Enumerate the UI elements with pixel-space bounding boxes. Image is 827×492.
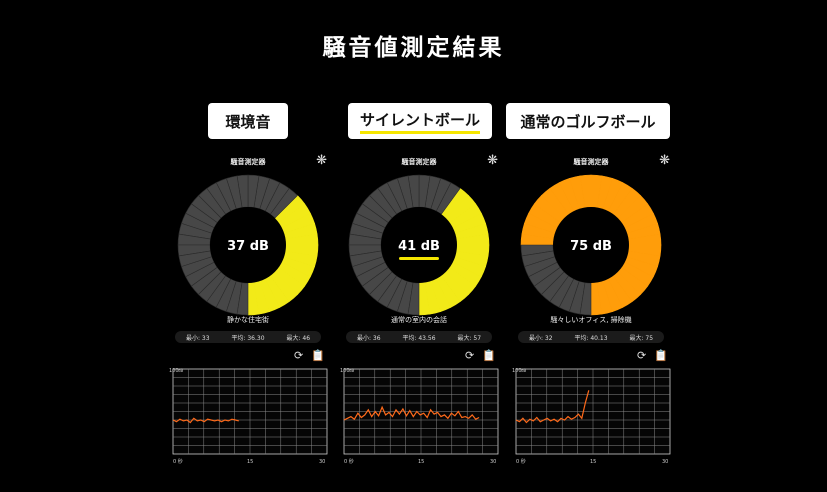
meter-panel-golf-ball: 通常のゴルフボール 騒音測定器 ❋ 75 dB 騒々しいオフィス, 掃除機 最小… (506, 0, 672, 492)
db-reading: 41 dB (398, 239, 440, 254)
db-reading: 37 dB (227, 239, 269, 254)
x-label-15: 15 (418, 459, 424, 464)
stat-avg: 平均: 36.30 (231, 334, 265, 342)
meter-title: 騒音測定器 (230, 158, 266, 166)
x-label-15: 15 (247, 459, 253, 464)
stat-avg: 平均: 43.56 (402, 334, 436, 342)
stats-bar: 最小: 32 平均: 40.13 最大: 75 (518, 331, 664, 343)
stats-bar: 最小: 36 平均: 43.56 最大: 57 (346, 331, 492, 343)
stat-max: 最大: 46 (286, 334, 311, 342)
refresh-icon[interactable]: ⟳ (637, 349, 647, 362)
y-top-label: 100 (340, 368, 350, 374)
stat-max: 最大: 75 (629, 334, 654, 342)
y-unit-label: dB (178, 368, 184, 373)
x-label-0: 0 秒 (516, 458, 526, 464)
x-label-30: 30 (319, 459, 325, 464)
gear-icon[interactable]: ❋ (487, 153, 498, 168)
gear-icon[interactable]: ❋ (316, 153, 327, 168)
noise-description: 騒々しいオフィス, 掃除機 (550, 316, 632, 324)
sound-meter-dial: 75 dB (520, 174, 662, 316)
db-trace-line (343, 405, 480, 421)
stat-avg: 平均: 40.13 (574, 334, 608, 342)
y-top-label: 100 (512, 368, 522, 374)
stat-min: 最小: 32 (528, 334, 553, 342)
label-golf-ball: 通常のゴルフボール (506, 103, 670, 139)
y-top-label: 100 (169, 368, 179, 374)
refresh-icon[interactable]: ⟳ (294, 349, 304, 362)
noise-description: 通常の室内の会話 (391, 316, 447, 324)
dial-center (210, 207, 286, 283)
x-label-0: 0 秒 (173, 458, 183, 464)
meter-title: 騒音測定器 (401, 158, 437, 166)
meter-title: 騒音測定器 (573, 158, 609, 166)
stat-min: 最小: 36 (356, 334, 381, 342)
meter-panel-silent-ball: サイレントボール 騒音測定器 ❋ 41 dB 通常の室内の会話 最小: 36 平… (338, 0, 500, 492)
x-label-30: 30 (490, 459, 496, 464)
y-unit-label: dB (521, 368, 527, 373)
label-ambient: 環境音 (208, 103, 288, 139)
db-history-graph: 100 dB 0 秒 15 30 (169, 368, 328, 464)
sound-meter-dial: 41 dB (348, 174, 490, 316)
clipboard-icon[interactable]: 📋 (654, 349, 668, 362)
db-highlight-underline (399, 257, 439, 260)
dial-center (381, 207, 457, 283)
x-label-0: 0 秒 (344, 458, 354, 464)
label-golf-ball-text: 通常のゴルフボール (520, 112, 656, 131)
x-label-15: 15 (590, 459, 596, 464)
db-trace-line (515, 390, 590, 424)
stat-min: 最小: 33 (185, 334, 210, 342)
label-silent-ball-text: サイレントボール (359, 109, 480, 134)
stats-bar: 最小: 33 平均: 36.30 最大: 46 (175, 331, 321, 343)
refresh-icon[interactable]: ⟳ (465, 349, 475, 362)
label-silent-ball: サイレントボール (348, 103, 492, 139)
label-ambient-text: 環境音 (225, 112, 271, 131)
x-label-30: 30 (662, 459, 668, 464)
page-title: 騒音値測定結果 (322, 35, 505, 61)
sound-meter-dial: 37 dB (177, 174, 319, 316)
clipboard-icon[interactable]: 📋 (482, 349, 496, 362)
noise-description: 静かな住宅街 (227, 316, 269, 324)
db-history-graph: 100 dB 0 秒 15 30 (340, 368, 499, 464)
db-trace-line (172, 417, 239, 424)
y-unit-label: dB (349, 368, 355, 373)
clipboard-icon[interactable]: 📋 (311, 349, 325, 362)
db-reading: 75 dB (570, 239, 612, 254)
gear-icon[interactable]: ❋ (659, 153, 670, 168)
stat-max: 最大: 57 (457, 334, 482, 342)
db-history-graph: 100 dB 0 秒 15 30 (512, 368, 671, 464)
meter-panel-ambient: 環境音 騒音測定器 ❋ 37 dB 静かな住宅街 最小: 33 平均: 36.3… (167, 0, 329, 492)
dial-center (553, 207, 629, 283)
